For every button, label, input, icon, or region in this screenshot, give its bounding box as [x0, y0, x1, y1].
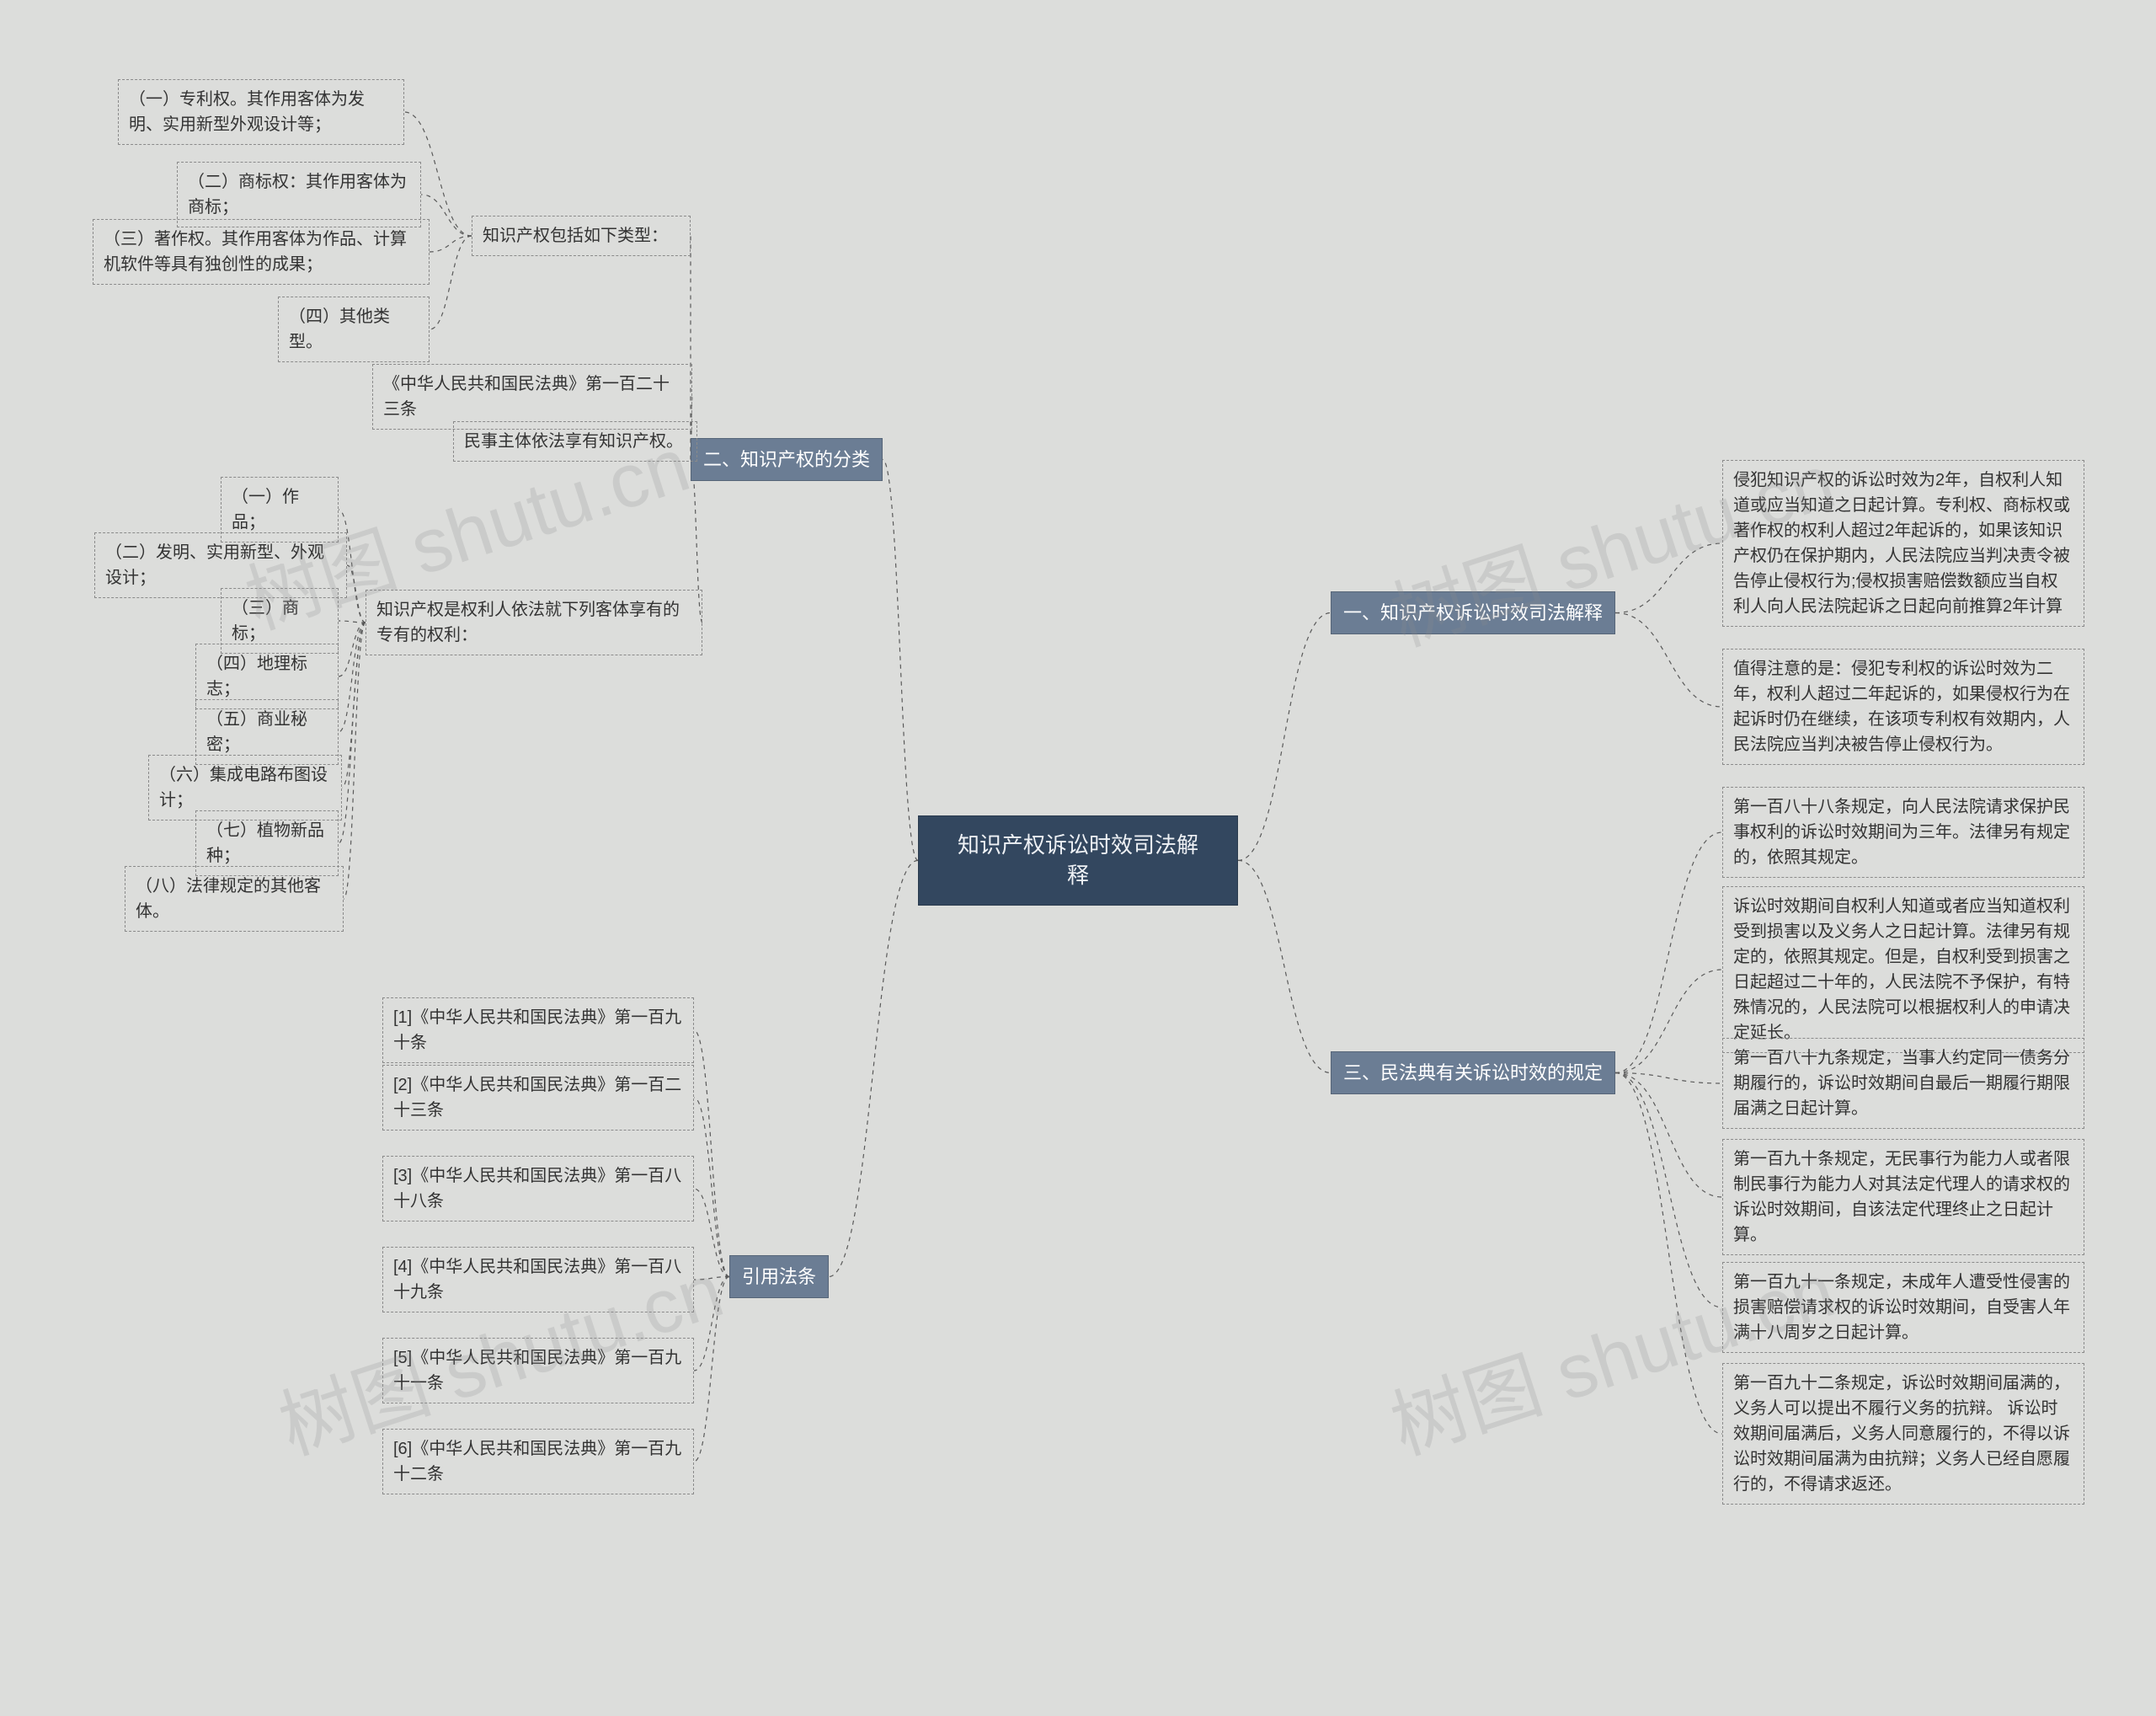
node-b4c5[interactable]: [5]《中华人民共和国民法典》第一百九十一条 [382, 1338, 694, 1403]
connector [339, 623, 366, 843]
mindmap-stage: 知识产权诉讼时效司法解释 一、知识产权诉讼时效司法解释三、民法典有关诉讼时效的规定… [0, 0, 2156, 1716]
connector [430, 236, 472, 329]
node-b3c4[interactable]: 第一百九十条规定，无民事行为能力人或者限制民事行为能力人对其法定代理人的请求权的… [1722, 1139, 2084, 1255]
node-b4c3[interactable]: [3]《中华人民共和国民法典》第一百八十八条 [382, 1156, 694, 1222]
connector [1615, 1073, 1722, 1308]
connector [339, 623, 366, 676]
connector [342, 623, 366, 788]
node-b2[interactable]: 二、知识产权的分类 [691, 438, 883, 481]
connector [694, 1277, 729, 1371]
node-b3c5[interactable]: 第一百九十一条规定，未成年人遭受性侵害的损害赔偿请求权的诉讼时效期间，自受害人年… [1722, 1262, 2084, 1353]
connector [1615, 1073, 1722, 1198]
connector [694, 1098, 729, 1277]
connector [1615, 543, 1722, 613]
connector [339, 621, 366, 623]
node-b2d[interactable]: 知识产权是权利人依法就下列客体享有的专有的权利： [366, 590, 702, 655]
node-b4c4[interactable]: [4]《中华人民共和国民法典》第一百八十九条 [382, 1247, 694, 1312]
connector [344, 623, 366, 899]
node-b4c2[interactable]: [2]《中华人民共和国民法典》第一百二十三条 [382, 1065, 694, 1131]
connector [1238, 613, 1331, 861]
node-b2a[interactable]: 知识产权包括如下类型： [472, 216, 691, 256]
node-b3c1[interactable]: 第一百八十八条规定，向人民法院请求保护民事权利的诉讼时效期间为三年。法律另有规定… [1722, 787, 2084, 878]
node-b2a2[interactable]: （二）商标权：其作用客体为商标； [177, 162, 421, 227]
node-b2a3[interactable]: （三）著作权。其作用客体为作品、计算机软件等具有独创性的成果； [93, 219, 430, 285]
connector [430, 236, 472, 252]
connector [1615, 970, 1722, 1073]
node-b4c1[interactable]: [1]《中华人民共和国民法典》第一百九十条 [382, 997, 694, 1063]
connector [1615, 1073, 1722, 1084]
node-b2c[interactable]: 民事主体依法享有知识产权。 [453, 421, 697, 462]
node-b2a4[interactable]: （四）其他类型。 [278, 297, 430, 362]
node-b3[interactable]: 三、民法典有关诉讼时效的规定 [1331, 1051, 1615, 1094]
connector [883, 460, 918, 861]
connector [1615, 613, 1722, 708]
connector [694, 1189, 729, 1277]
connector [1238, 860, 1331, 1072]
node-b3c6[interactable]: 第一百九十二条规定，诉讼时效期间届满的，义务人可以提出不履行义务的抗辩。 诉讼时… [1722, 1363, 2084, 1505]
connector [694, 1277, 729, 1462]
node-b3c2[interactable]: 诉讼时效期间自权利人知道或者应当知道权利受到损害以及义务人之日起计算。法律另有规… [1722, 886, 2084, 1053]
node-b1c1[interactable]: 侵犯知识产权的诉讼时效为2年，自权利人知道或应当知道之日起计算。专利权、商标权或… [1722, 460, 2084, 627]
node-b2a1[interactable]: （一）专利权。其作用客体为发明、实用新型外观设计等； [118, 79, 404, 145]
connector [694, 1030, 729, 1277]
connector [1615, 832, 1722, 1073]
connector [339, 623, 366, 732]
node-b1[interactable]: 一、知识产权诉讼时效司法解释 [1331, 591, 1615, 634]
node-b1c2[interactable]: 值得注意的是：侵犯专利权的诉讼时效为二年，权利人超过二年起诉的，如果侵权行为在起… [1722, 649, 2084, 765]
node-root[interactable]: 知识产权诉讼时效司法解释 [918, 815, 1238, 906]
node-b4[interactable]: 引用法条 [729, 1255, 829, 1298]
node-b4c6[interactable]: [6]《中华人民共和国民法典》第一百九十二条 [382, 1429, 694, 1494]
node-b2b[interactable]: 《中华人民共和国民法典》第一百二十三条 [372, 364, 692, 430]
connector [829, 860, 918, 1276]
connector [1615, 1073, 1722, 1435]
connector [694, 1277, 729, 1280]
node-b2d8[interactable]: （八）法律规定的其他客体。 [125, 866, 344, 932]
connector [347, 565, 366, 623]
node-b3c3[interactable]: 第一百八十九条规定，当事人约定同一债务分期履行的，诉讼时效期间自最后一期履行期限… [1722, 1038, 2084, 1129]
